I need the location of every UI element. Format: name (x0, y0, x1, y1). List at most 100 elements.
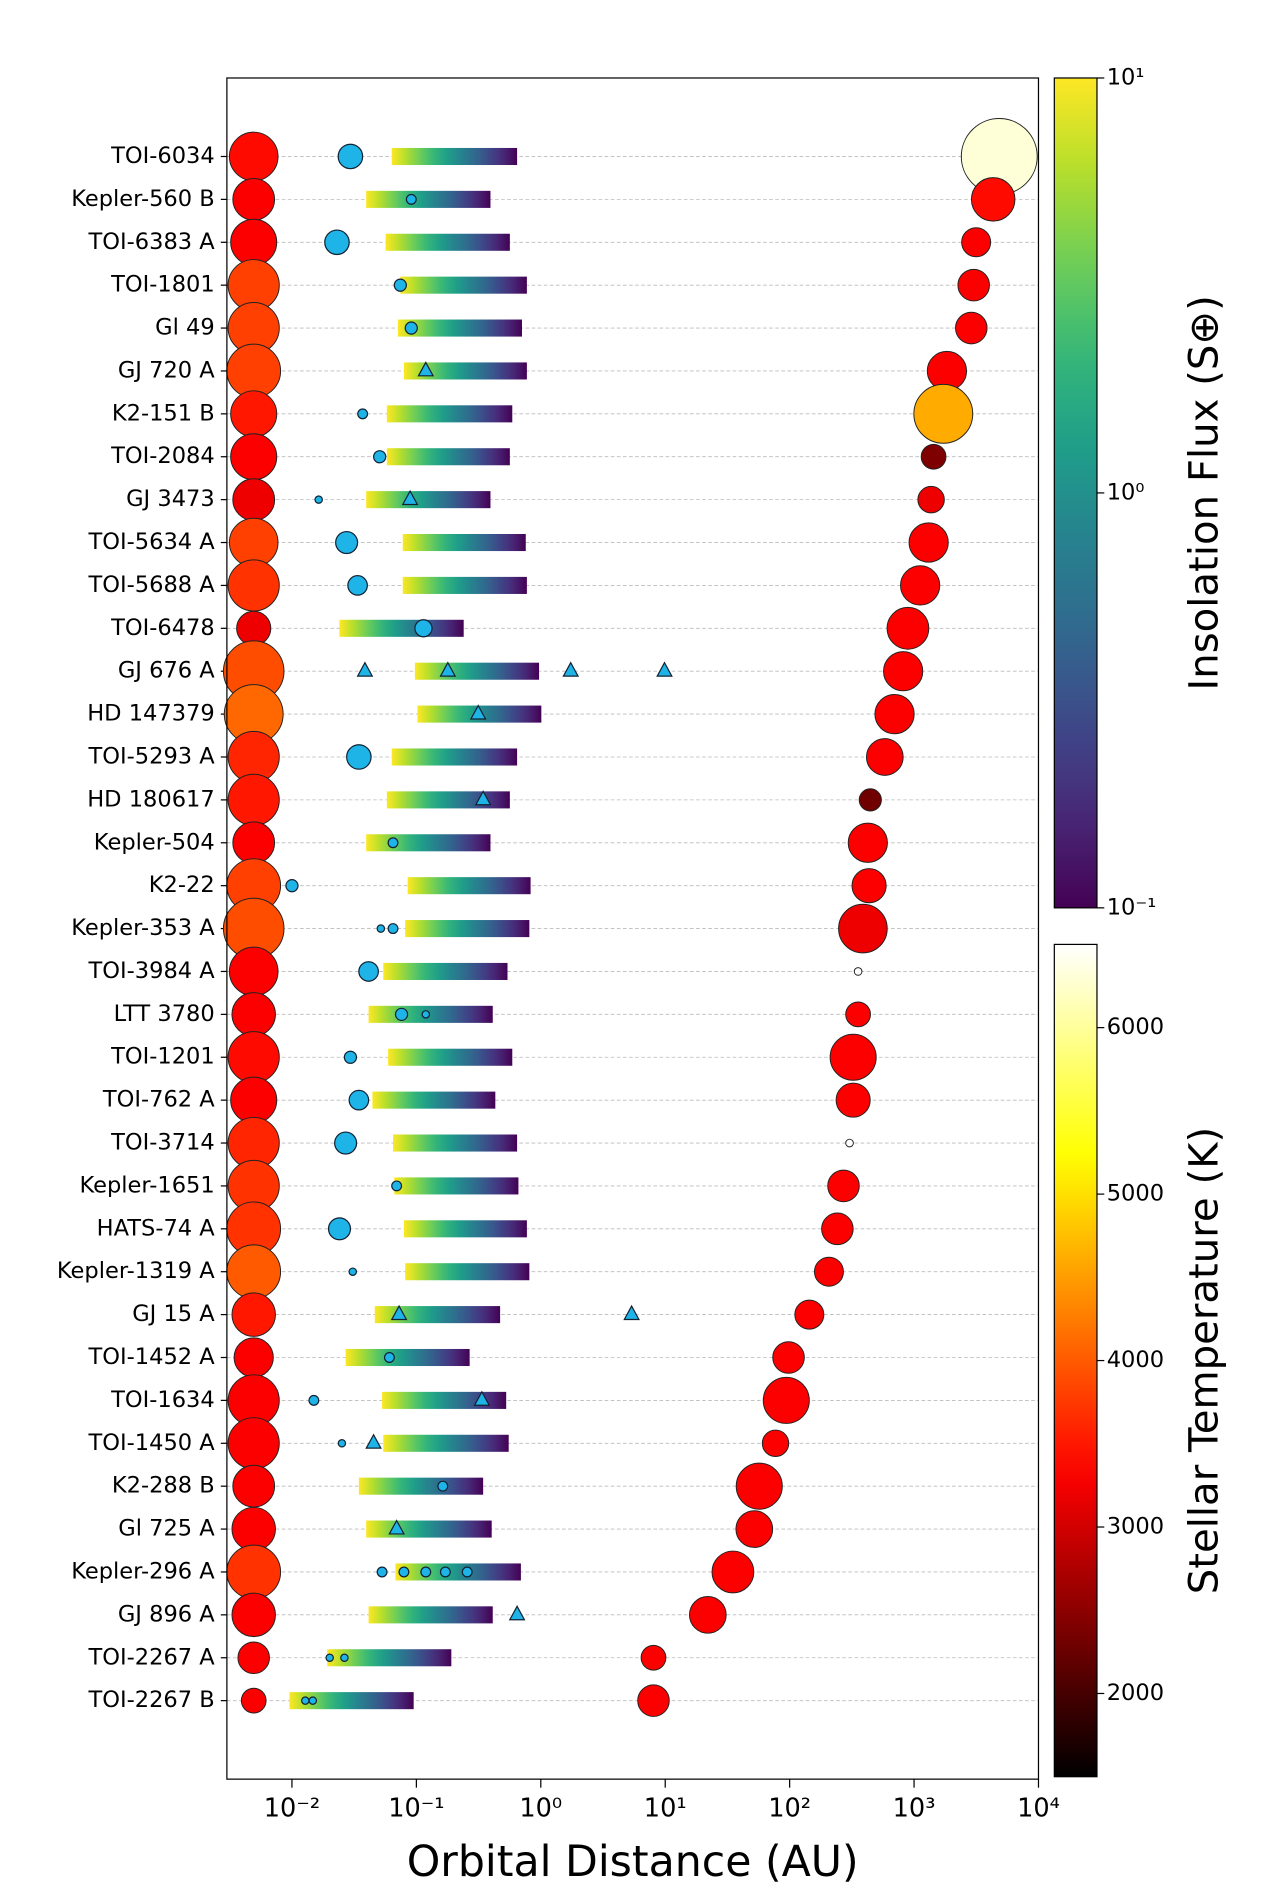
habitable-zone (366, 190, 491, 208)
host-star (230, 433, 278, 481)
habitable-zone (327, 1649, 452, 1667)
host-star (236, 610, 272, 646)
habitable-zone (397, 319, 522, 337)
planet (383, 1352, 395, 1363)
companion-star (640, 1644, 667, 1671)
y-tick-label: LTT 3780 (114, 1001, 215, 1027)
habitable-zone (372, 1091, 496, 1109)
companion-star (865, 738, 904, 776)
companion-star (908, 522, 949, 563)
colorbar-tick-label: 2000 (1107, 1680, 1164, 1706)
planet-rv (388, 1519, 405, 1535)
planet (461, 1566, 473, 1578)
x-tick-label: 10⁴ (1017, 1794, 1060, 1824)
colorbar-label: Stellar Temperature (K) (1182, 1127, 1228, 1594)
planet (358, 961, 379, 982)
y-tick-label: K2-22 (149, 872, 215, 898)
planet-rv (469, 704, 487, 720)
host-star (227, 1031, 280, 1084)
y-tick-label: TOI-2267 A (88, 1644, 216, 1670)
host-star (226, 343, 282, 399)
x-tick-label: 10³ (893, 1794, 936, 1824)
y-tick-label: Gl 725 A (118, 1516, 215, 1542)
habitable-zone (385, 233, 510, 251)
y-tick-label: TOI-2084 (110, 443, 215, 469)
y-tick-label: TOI-1201 (110, 1044, 215, 1070)
companion-star (637, 1684, 670, 1717)
planet (308, 1696, 318, 1705)
planet (327, 1217, 352, 1241)
y-tick-label: K2-288 B (112, 1473, 215, 1499)
companion-star (955, 311, 988, 345)
companion-star (813, 1256, 844, 1287)
habitable-zone (394, 1177, 519, 1195)
y-tick-label: TOI-1634 (110, 1387, 215, 1413)
companion-star (853, 967, 863, 976)
companion-star (735, 1462, 783, 1510)
planet-rv (356, 661, 374, 677)
x-tick-label: 10² (768, 1794, 811, 1824)
colorbar-tick-label: 10⁰ (1107, 479, 1145, 505)
companion-star (827, 1169, 860, 1203)
y-tick-label: K2-151 B (112, 400, 215, 426)
planet-rv (365, 1433, 382, 1449)
y-tick-label: Kepler-504 (94, 829, 215, 855)
habitable-zone (405, 920, 530, 938)
colorbar-tick-label: 6000 (1107, 1014, 1164, 1040)
planet (376, 1566, 388, 1578)
companion-star (913, 383, 974, 444)
y-tick-label: HD 180617 (87, 786, 214, 812)
planet (346, 744, 372, 770)
host-star (228, 946, 279, 997)
habitable-zone (366, 1520, 492, 1538)
companion-star (917, 485, 945, 514)
host-star (231, 1506, 276, 1552)
habitable-zone (339, 619, 464, 637)
host-star (230, 390, 278, 438)
host-star (240, 1687, 267, 1714)
planet (301, 1696, 310, 1705)
planet-rv (474, 790, 492, 806)
planet (420, 1566, 432, 1578)
planet (335, 530, 359, 555)
companion-star (847, 822, 888, 863)
y-tick-label: TOI-5688 A (88, 572, 216, 598)
colorbar-tick-label: 5000 (1107, 1181, 1164, 1207)
planet (393, 278, 407, 292)
host-star (226, 1244, 282, 1300)
planet-rv (473, 1390, 491, 1406)
planet (325, 1653, 334, 1663)
y-tick-label: TOI-1450 A (88, 1430, 216, 1456)
habitable-zone (393, 1134, 518, 1152)
y-tick-label: TOI-1452 A (88, 1344, 216, 1370)
habitable-zone (395, 1563, 521, 1581)
y-tick-label: HATS-74 A (97, 1215, 216, 1241)
planet-rv (508, 1605, 526, 1621)
habitable-zone (403, 362, 527, 380)
planet (334, 1131, 358, 1155)
host-star (227, 559, 280, 612)
companion-star (900, 565, 941, 606)
planet-rv (417, 361, 435, 377)
host-star (231, 1292, 276, 1337)
y-tick-label: GJ 3473 (126, 486, 215, 512)
colorbar-label: Insolation Flux (S⊕) (1182, 295, 1228, 690)
planet (421, 1010, 431, 1019)
colorbar-tick-label: 3000 (1107, 1514, 1164, 1540)
companion-star (838, 903, 888, 954)
planet (337, 143, 364, 170)
planet (405, 193, 417, 205)
x-tick-label: 10¹ (644, 1794, 687, 1824)
habitable-zone (414, 662, 540, 680)
habitable-zone (400, 276, 527, 294)
y-tick-label: TOI-5634 A (88, 529, 216, 555)
host-star (232, 478, 276, 522)
planet (398, 1566, 410, 1578)
companion-star (821, 1212, 854, 1246)
habitable-zone (388, 1048, 513, 1066)
companion-star (762, 1376, 810, 1424)
habitable-zone (386, 791, 510, 809)
host-star (228, 131, 279, 182)
companion-star (829, 1033, 877, 1081)
